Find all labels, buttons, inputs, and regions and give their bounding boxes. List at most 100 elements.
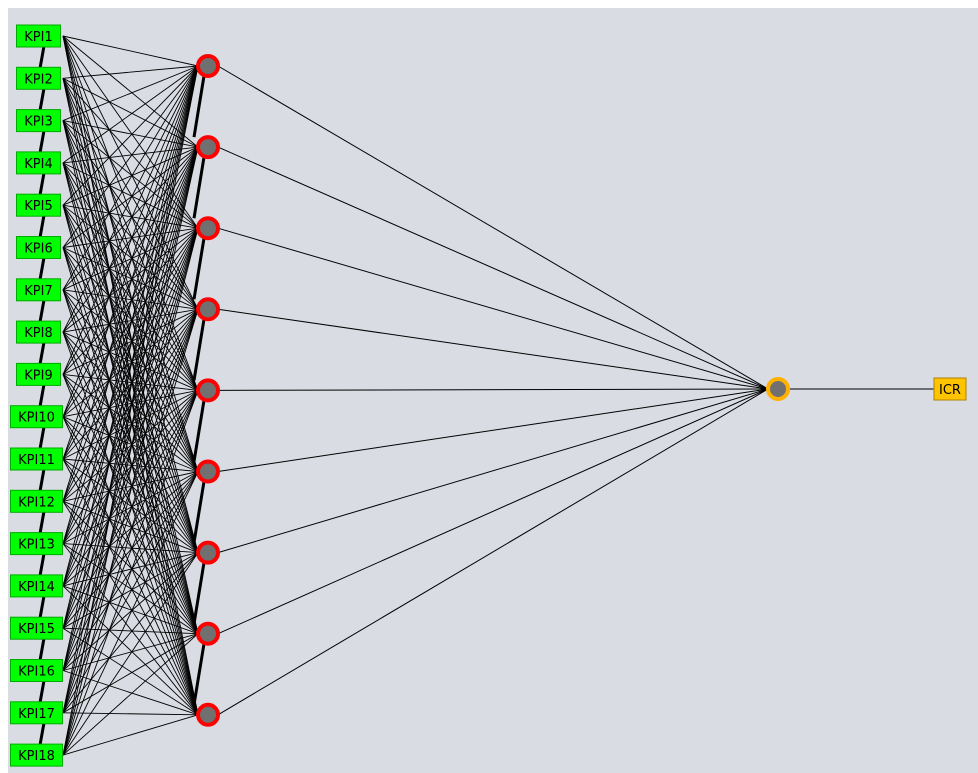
edge-KPI5-h7 — [62, 205, 199, 553]
hidden-neuron-ring — [196, 378, 220, 403]
edge-KPI6-h1 — [62, 65, 199, 248]
input-node-box — [10, 574, 63, 598]
hidden-neuron-5[interactable] — [196, 378, 220, 403]
input-node-kpi6[interactable]: KPI6 — [16, 236, 61, 259]
input-node-label: KPI12 — [18, 495, 55, 510]
input-node-kpi14[interactable]: KPI14 — [10, 574, 63, 598]
input-node-box — [10, 532, 63, 556]
hidden-neuron-ring — [196, 297, 220, 322]
edge-KPI13-h3 — [62, 228, 199, 544]
input-node-kpi5[interactable]: KPI5 — [16, 193, 61, 217]
hidden-neuron-6[interactable] — [196, 459, 220, 484]
edge-h6-output — [217, 388, 769, 472]
edge-KPI18-h8 — [62, 633, 199, 756]
edge-KPI6-h9 — [62, 247, 199, 715]
edge-KPI10-h8 — [62, 416, 199, 634]
edge-KPI14-h1 — [62, 65, 199, 587]
edge-KPI3-h6 — [62, 120, 199, 472]
edge-bundle-input-16 — [38, 680, 46, 704]
edge-bundle-hidden-4 — [192, 319, 206, 381]
edge-KPI4-h3 — [62, 162, 199, 229]
edge-KPI7-h2 — [62, 146, 199, 291]
input-node-kpi4[interactable]: KPI4 — [16, 151, 61, 175]
edge-KPI15-h7 — [62, 552, 199, 629]
edge-KPI5-h2 — [62, 146, 199, 206]
edge-KPI1-h4 — [62, 35, 199, 310]
input-node-kpi2[interactable]: KPI2 — [16, 66, 61, 90]
input-node-kpi3[interactable]: KPI3 — [16, 109, 61, 133]
input-node-kpi17[interactable]: KPI17 — [10, 701, 63, 725]
input-node-kpi10[interactable]: KPI10 — [10, 405, 63, 429]
edge-KPI6-h2 — [62, 146, 199, 248]
edge-KPI10-h7 — [62, 416, 199, 553]
input-node-kpi16[interactable]: KPI16 — [10, 659, 63, 682]
edge-KPI9-h9 — [62, 374, 199, 715]
edge-KPI1-h7 — [62, 35, 199, 553]
edge-KPI6-h8 — [62, 247, 199, 634]
edge-bundle-input-7 — [38, 299, 46, 323]
hidden-neuron-9[interactable] — [196, 702, 220, 727]
edge-KPI17-h7 — [62, 552, 199, 714]
hidden-neuron-4[interactable] — [196, 297, 220, 322]
edge-KPI15-h5 — [62, 390, 199, 629]
hidden-neuron-2[interactable] — [196, 135, 220, 160]
input-node-kpi18[interactable]: KPI18 — [10, 743, 63, 767]
edge-KPI7-h5 — [62, 289, 199, 391]
input-node-box — [10, 701, 63, 725]
input-node-box — [16, 278, 61, 302]
edge-KPI17-h5 — [62, 390, 199, 713]
edge-KPI12-h7 — [62, 500, 199, 554]
edge-KPI18-h4 — [62, 309, 199, 756]
edge-KPI3-h5 — [62, 120, 199, 391]
edge-KPI9-h2 — [62, 146, 199, 375]
edge-KPI2-h2 — [62, 77, 199, 148]
edge-KPI5-h5 — [62, 204, 199, 391]
input-node-kpi13[interactable]: KPI13 — [10, 532, 63, 556]
edge-KPI9-h4 — [62, 308, 199, 375]
edge-KPI8-h4 — [62, 308, 199, 333]
edge-KPI3-h9 — [62, 120, 199, 715]
edge-KPI6-h4 — [62, 247, 199, 310]
edge-KPI8-h8 — [62, 331, 199, 634]
edge-KPI3-h1 — [62, 65, 199, 122]
edge-KPI2-h3 — [62, 77, 199, 229]
target-node-icr[interactable]: ICR — [933, 377, 967, 401]
edge-KPI18-h3 — [62, 228, 199, 756]
input-node-kpi9[interactable]: KPI9 — [16, 362, 61, 386]
input-node-box — [10, 489, 63, 513]
edge-KPI4-h1 — [62, 65, 199, 164]
edge-KPI4-h6 — [62, 162, 199, 472]
input-node-kpi1[interactable]: KPI1 — [16, 24, 61, 48]
input-node-kpi12[interactable]: KPI12 — [10, 489, 63, 513]
input-node-kpi7[interactable]: KPI7 — [16, 278, 61, 302]
edge-bundle-input-1 — [38, 45, 46, 69]
edge-KPI3-h4 — [62, 120, 199, 310]
hidden-neuron-3[interactable] — [196, 216, 220, 241]
edge-h1-output — [217, 65, 769, 390]
edge-KPI18-h1 — [62, 65, 199, 756]
hidden-neuron-ring — [196, 540, 220, 565]
input-node-box — [10, 616, 63, 640]
input-node-box — [10, 659, 63, 682]
edge-KPI11-h8 — [62, 458, 199, 634]
input-node-label: KPI7 — [24, 284, 52, 299]
edge-KPI11-h7 — [62, 458, 199, 553]
hidden-neuron-7[interactable] — [196, 540, 220, 565]
edge-KPI10-h5 — [62, 389, 199, 418]
edge-KPI17-h1 — [62, 65, 199, 713]
edge-bundle-input-14 — [38, 595, 46, 619]
hidden-neuron-8[interactable] — [196, 621, 220, 646]
input-node-kpi15[interactable]: KPI15 — [10, 616, 63, 640]
edge-KPI6-h6 — [62, 247, 199, 472]
input-node-label: KPI9 — [24, 368, 52, 383]
input-node-kpi11[interactable]: KPI11 — [10, 447, 63, 471]
input-node-kpi8[interactable]: KPI8 — [16, 320, 61, 344]
edge-KPI8-h1 — [62, 65, 199, 333]
edge-KPI6-h7 — [62, 247, 199, 553]
edge-KPI1-h2 — [62, 35, 199, 148]
edge-KPI11-h1 — [62, 65, 199, 460]
hidden-neuron-1[interactable] — [196, 54, 220, 78]
output-neuron[interactable] — [766, 377, 790, 401]
edge-KPI6-h3 — [62, 227, 199, 248]
edge-KPI2-h6 — [62, 78, 199, 472]
